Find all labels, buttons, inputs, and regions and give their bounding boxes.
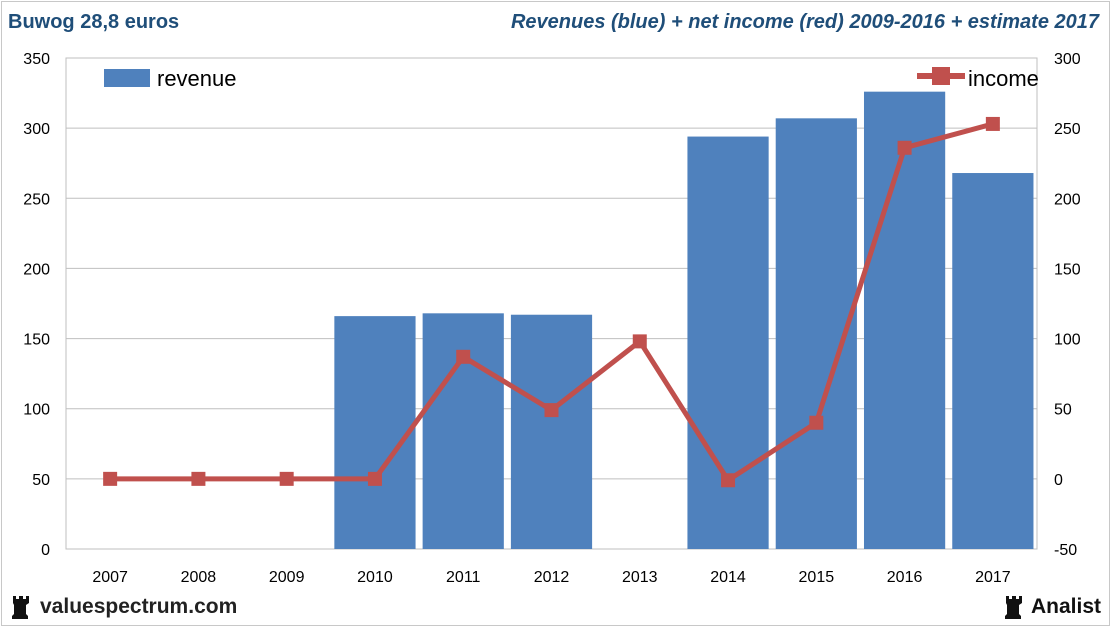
income-point — [103, 471, 118, 486]
revenue-bar — [422, 313, 504, 549]
income-point — [985, 116, 1000, 131]
right-tick-label: 250 — [1054, 121, 1081, 138]
income-point — [809, 415, 824, 430]
income-point — [632, 334, 647, 349]
x-tick-label: 2014 — [710, 569, 746, 586]
left-tick-label: 200 — [23, 261, 50, 278]
x-tick-label: 2013 — [622, 569, 658, 586]
x-tick-label: 2017 — [975, 569, 1011, 586]
footer-site: valuespectrum.com — [10, 592, 237, 622]
income-point — [367, 471, 382, 486]
brand-name: Analist — [1030, 595, 1101, 618]
rook-icon — [12, 596, 29, 619]
rook-icon — [1004, 596, 1022, 619]
legend-revenue-swatch — [104, 69, 150, 87]
revenue-bar — [952, 173, 1034, 549]
axes: 0 50 100 150 200 250 300 350 -50 0 50 100 150 200 250 3… — [23, 51, 1081, 586]
income-line — [103, 116, 1000, 488]
chart-subtitle: Revenues (blue) + net income (red) 2009-… — [510, 11, 1099, 33]
x-tick-label: 2012 — [534, 569, 570, 586]
footer-brand: Analist — [1003, 592, 1101, 622]
revenue-bars — [334, 91, 1034, 549]
x-tick-label: 2007 — [92, 569, 128, 586]
legend-income-swatch-marker — [932, 67, 950, 85]
x-tick-label: 2010 — [357, 569, 393, 586]
income-point — [544, 403, 559, 418]
left-tick-label: 50 — [32, 472, 50, 489]
right-tick-label: 150 — [1054, 261, 1081, 278]
revenue-bar — [863, 91, 946, 549]
x-tick-label: 2016 — [887, 569, 923, 586]
income-point — [456, 349, 471, 364]
left-tick-label: 150 — [23, 332, 50, 349]
left-tick-label: 250 — [23, 191, 50, 208]
legend-revenue-label: revenue — [157, 66, 237, 91]
revenue-bar — [510, 314, 593, 549]
right-tick-label: 200 — [1054, 191, 1081, 208]
legend: revenue income — [104, 66, 1039, 91]
x-tick-label: 2009 — [269, 569, 305, 586]
right-tick-label: -50 — [1054, 542, 1077, 559]
income-point — [279, 471, 294, 486]
right-tick-label: 300 — [1054, 51, 1081, 68]
legend-income-label: income — [968, 66, 1039, 91]
revenue-bar — [334, 316, 416, 549]
income-point — [897, 140, 912, 155]
x-tick-label: 2011 — [446, 569, 481, 586]
left-tick-label: 100 — [23, 402, 50, 419]
x-tick-label: 2008 — [181, 569, 217, 586]
income-point — [721, 473, 736, 488]
left-tick-label: 300 — [23, 121, 50, 138]
left-tick-label: 350 — [23, 51, 50, 68]
right-tick-label: 100 — [1054, 332, 1081, 349]
right-tick-label: 50 — [1054, 402, 1072, 419]
chart-title: Buwog 28,8 euros — [8, 11, 180, 33]
left-tick-label: 0 — [41, 542, 50, 559]
right-tick-label: 0 — [1054, 472, 1063, 489]
income-point — [191, 471, 206, 486]
site-name[interactable]: valuespectrum.com — [40, 595, 238, 618]
x-tick-label: 2015 — [799, 569, 835, 586]
